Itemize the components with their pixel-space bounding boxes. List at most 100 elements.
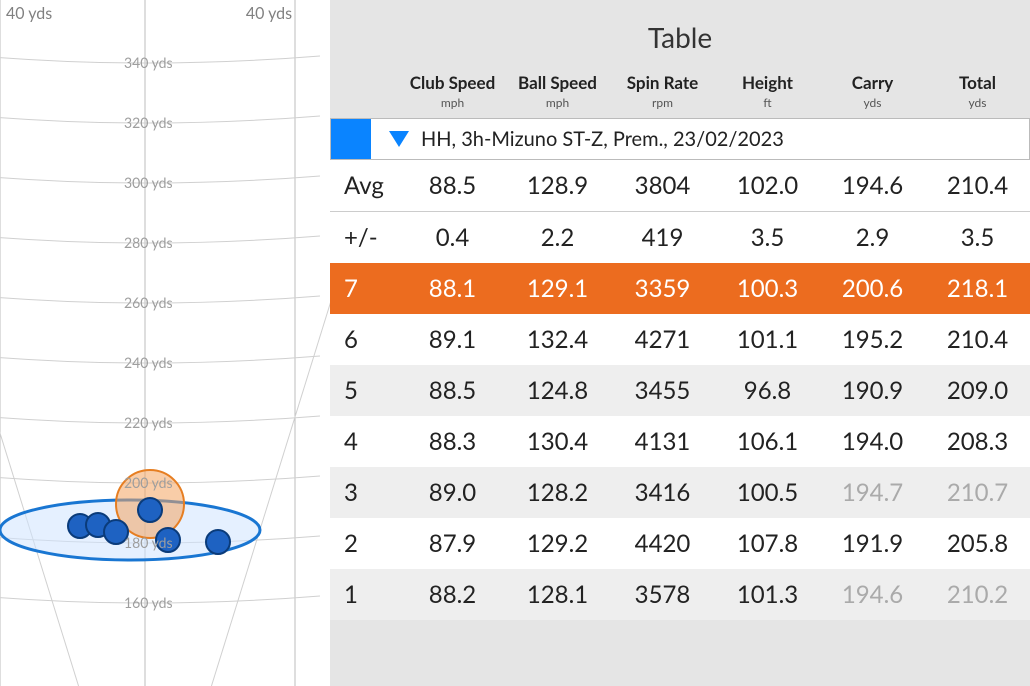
cell: 419: [610, 223, 715, 252]
grid-arc-label: 280 yds: [124, 234, 173, 251]
cell: 190.9: [820, 376, 925, 405]
chart-top-left-label: 40 yds: [6, 4, 52, 23]
cell: 200.6: [820, 274, 925, 303]
column-name: Total: [925, 72, 1030, 93]
cell: 208.3: [925, 427, 1030, 456]
cell: 195.2: [820, 325, 925, 354]
row-index: 1: [330, 580, 400, 609]
table-row[interactable]: 488.3130.44131106.1194.0208.3: [330, 416, 1030, 467]
column-unit: ft: [715, 95, 820, 110]
row-index: 5: [330, 376, 400, 405]
cell: 191.9: [820, 529, 925, 558]
row-index: 4: [330, 427, 400, 456]
table-row[interactable]: 689.1132.44271101.1195.2210.4: [330, 314, 1030, 365]
cell: 194.0: [820, 427, 925, 456]
plusminus-row: +/- 0.42.24193.52.93.5: [330, 212, 1030, 263]
cell: 210.4: [925, 171, 1030, 200]
grid-arc-label: 220 yds: [124, 414, 173, 431]
cell: 130.4: [505, 427, 610, 456]
cell: 101.1: [715, 325, 820, 354]
cell: 3455: [610, 376, 715, 405]
dispersion-chart: 40 yds 40 yds 340 yds320 yds300 yds280 y…: [0, 0, 330, 686]
table-title: Table: [330, 0, 1030, 72]
session-label: HH, 3h-Mizuno ST-Z, Prem., 23/02/2023: [421, 127, 784, 151]
row-index: 3: [330, 478, 400, 507]
cell: 132.4: [505, 325, 610, 354]
cell: 2.2: [505, 223, 610, 252]
row-index: 2: [330, 529, 400, 558]
cell: 89.1: [400, 325, 505, 354]
table-row[interactable]: 788.1129.13359100.3200.6218.1: [330, 263, 1030, 314]
chevron-down-icon: [389, 131, 409, 147]
cell: 3.5: [925, 223, 1030, 252]
column-header: Spin Rate rpm: [610, 72, 715, 110]
cell: 88.3: [400, 427, 505, 456]
cell: 100.5: [715, 478, 820, 507]
chart-top-right-label: 40 yds: [246, 4, 292, 23]
cell: 88.2: [400, 580, 505, 609]
cell: 107.8: [715, 529, 820, 558]
column-headers: Club Speed mphBall Speed mphSpin Rate rp…: [330, 72, 1030, 118]
cell: 205.8: [925, 529, 1030, 558]
column-header: Carry yds: [820, 72, 925, 110]
table-row[interactable]: 287.9129.24420107.8191.9205.8: [330, 518, 1030, 569]
avg-row: Avg 88.5128.93804102.0194.6210.4: [330, 160, 1030, 211]
cell: 3416: [610, 478, 715, 507]
column-header: Club Speed mph: [400, 72, 505, 110]
table-row[interactable]: 188.2128.13578101.3194.6210.2: [330, 569, 1030, 620]
cell: 3578: [610, 580, 715, 609]
cell: 88.5: [400, 171, 505, 200]
column-name: Carry: [820, 72, 925, 93]
cell: 194.6: [820, 580, 925, 609]
cell: 3804: [610, 171, 715, 200]
cell: 88.1: [400, 274, 505, 303]
column-name: Ball Speed: [505, 72, 610, 93]
column-name: Spin Rate: [610, 72, 715, 93]
cell: 128.1: [505, 580, 610, 609]
dispersion-svg: [0, 0, 330, 686]
cell: 129.2: [505, 529, 610, 558]
table-row[interactable]: 389.0128.23416100.5194.7210.7: [330, 467, 1030, 518]
column-unit: mph: [400, 95, 505, 110]
cell: 128.9: [505, 171, 610, 200]
grid-arc-label: 160 yds: [124, 594, 173, 611]
cell: 209.0: [925, 376, 1030, 405]
column-unit: yds: [925, 95, 1030, 110]
table-row[interactable]: 588.5124.8345596.8190.9209.0: [330, 365, 1030, 416]
row-index: 7: [330, 274, 400, 303]
session-selector[interactable]: HH, 3h-Mizuno ST-Z, Prem., 23/02/2023: [330, 118, 1030, 160]
cell: 194.7: [820, 478, 925, 507]
cell: 96.8: [715, 376, 820, 405]
cell: 129.1: [505, 274, 610, 303]
column-name: Club Speed: [400, 72, 505, 93]
cell: 0.4: [400, 223, 505, 252]
cell: 87.9: [400, 529, 505, 558]
grid-arc-label: 240 yds: [124, 354, 173, 371]
cell: 128.2: [505, 478, 610, 507]
column-unit: rpm: [610, 95, 715, 110]
grid-arc-label: 340 yds: [124, 54, 173, 71]
cell: 218.1: [925, 274, 1030, 303]
session-handle[interactable]: [331, 119, 371, 159]
cell: 106.1: [715, 427, 820, 456]
cell: 4131: [610, 427, 715, 456]
cell: 88.5: [400, 376, 505, 405]
column-header: Ball Speed mph: [505, 72, 610, 110]
cell: 2.9: [820, 223, 925, 252]
column-name: Height: [715, 72, 820, 93]
cell: 210.2: [925, 580, 1030, 609]
grid-arc-label: 200 yds: [124, 474, 173, 491]
cell: 4420: [610, 529, 715, 558]
column-unit: mph: [505, 95, 610, 110]
cell: 124.8: [505, 376, 610, 405]
cell: 89.0: [400, 478, 505, 507]
cell: 3359: [610, 274, 715, 303]
avg-label: Avg: [330, 171, 400, 200]
cell: 101.3: [715, 580, 820, 609]
cell: 210.7: [925, 478, 1030, 507]
plusminus-label: +/-: [330, 223, 400, 252]
grid-arc-label: 180 yds: [124, 534, 173, 551]
cell: 4271: [610, 325, 715, 354]
cell: 210.4: [925, 325, 1030, 354]
column-header: Total yds: [925, 72, 1030, 110]
